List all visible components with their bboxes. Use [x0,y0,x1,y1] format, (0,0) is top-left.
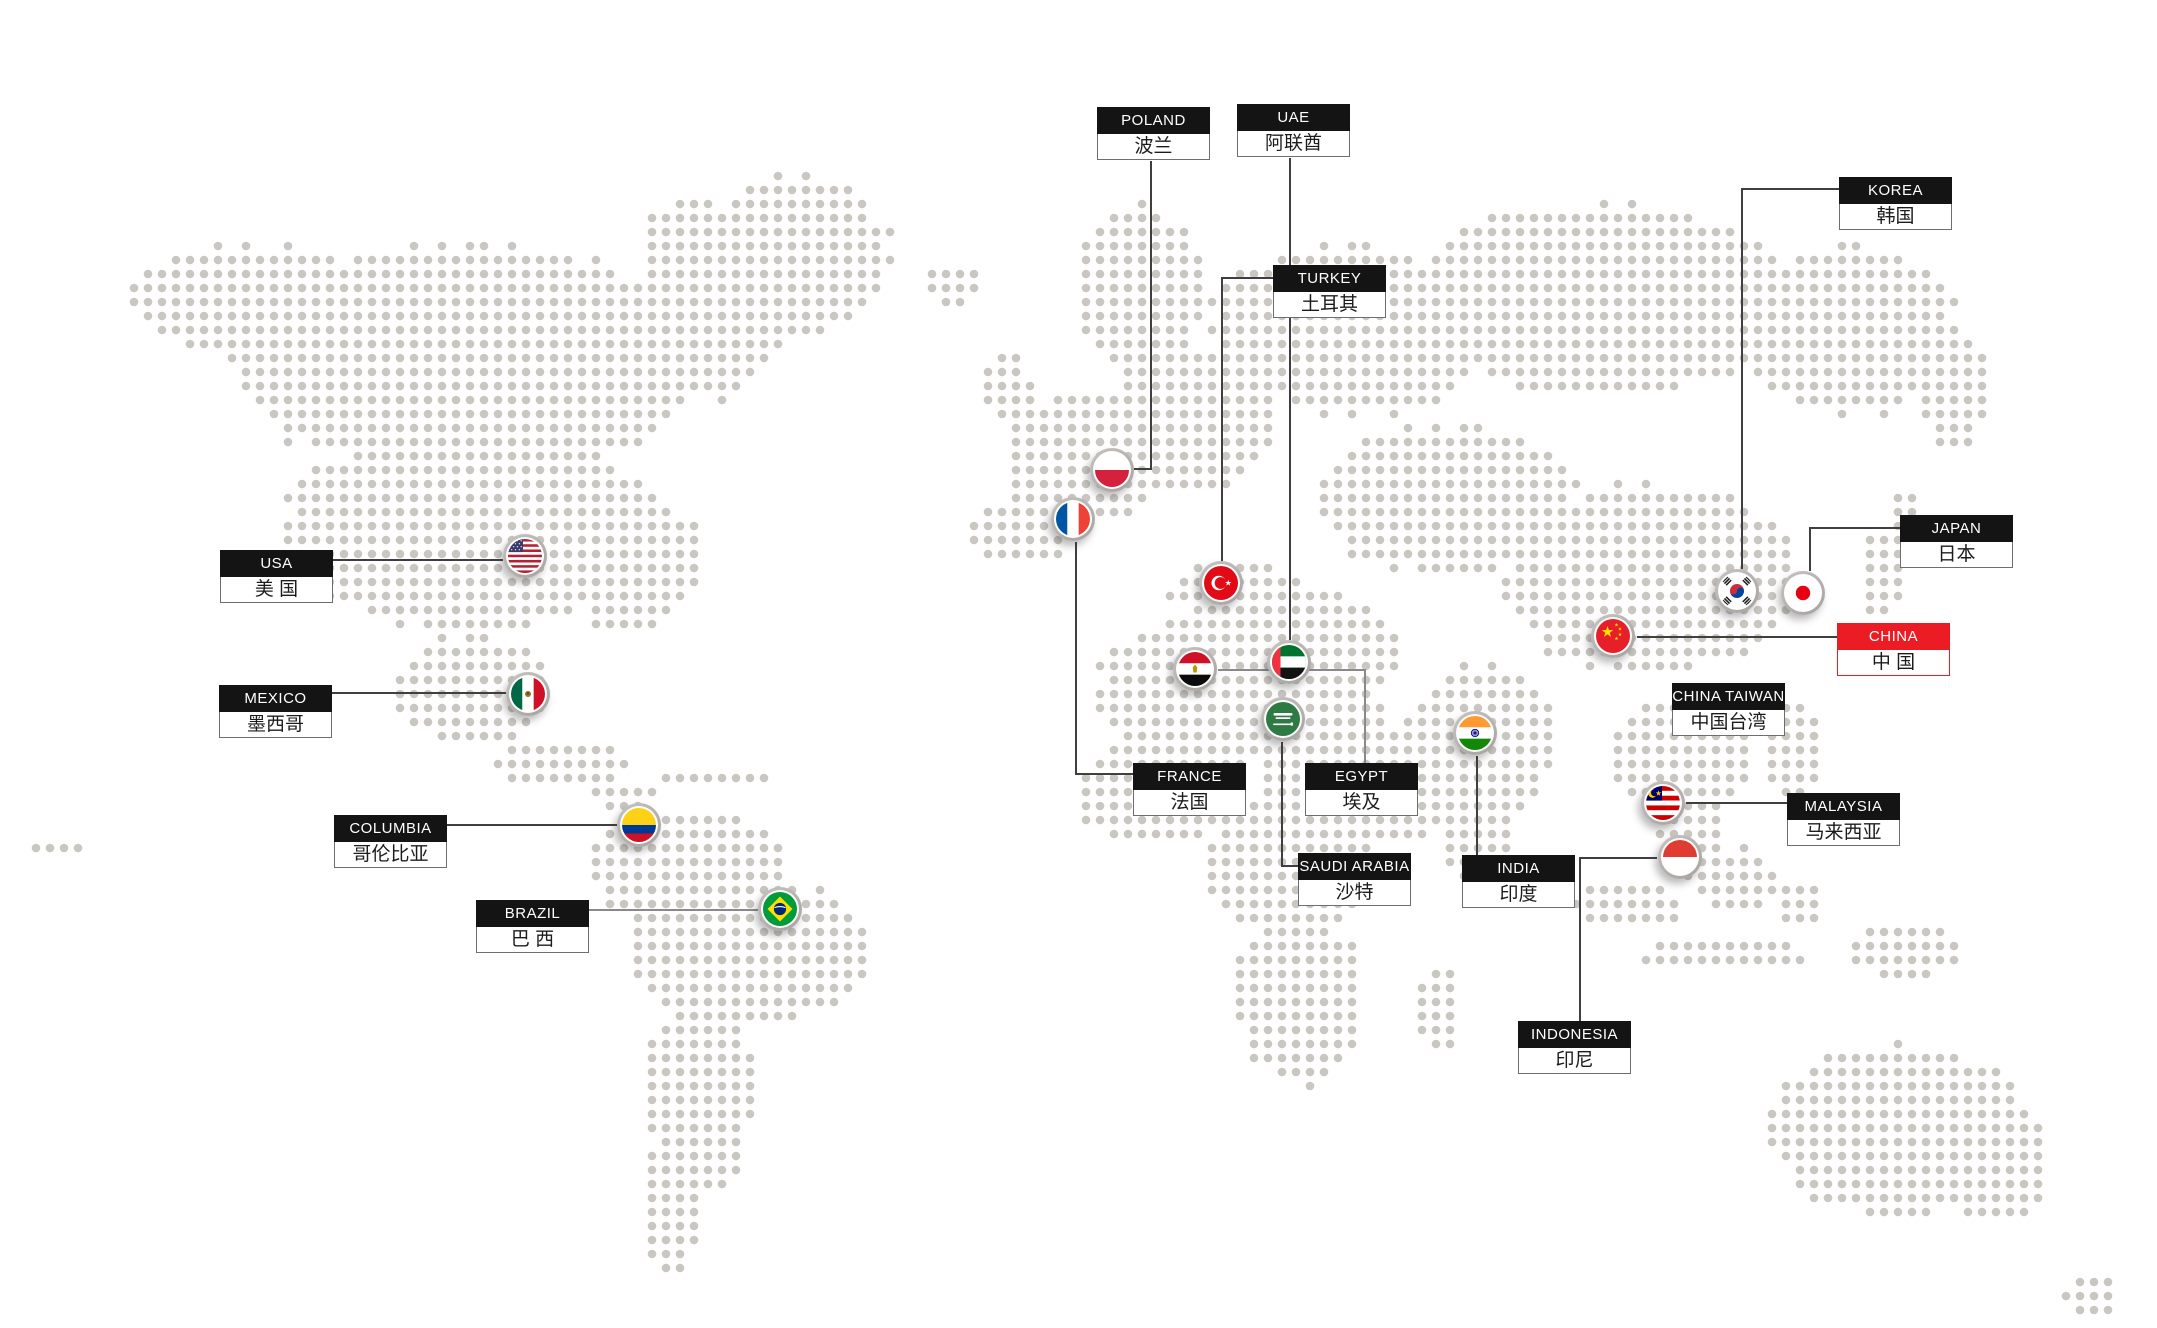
country-label-turkey: TURKEY 土耳其 [1273,265,1386,318]
flag-pin-mexico [506,672,550,716]
turkey-flag-icon [1202,564,1240,602]
flag-pin-japan [1781,571,1825,615]
country-name-en: UAE [1237,104,1350,131]
uae-flag-icon [1270,643,1308,681]
country-label-mexico: MEXICO 墨西哥 [219,685,332,738]
flag-pin-indonesia [1658,835,1702,879]
country-label-japan: JAPAN 日本 [1900,515,2013,568]
country-label-china: CHINA 中 国 [1837,623,1950,676]
brazil-flag-icon [761,890,799,928]
flag-pin-columbia [617,803,661,847]
country-name-zh: 巴 西 [476,927,589,953]
flag-pin-brazil [758,887,802,931]
country-name-en: MEXICO [219,685,332,712]
country-name-zh: 韩国 [1839,204,1952,230]
connector-lines [330,158,1900,1021]
flag-pin-saudi_arabia [1261,697,1305,741]
connector-saudi_arabia [1281,742,1298,867]
colombia-flag-icon [620,806,658,844]
country-name-en: TURKEY [1273,265,1386,292]
china-flag-icon [1594,617,1632,655]
flag-pin-malaysia [1641,781,1685,825]
country-name-en: INDONESIA [1518,1021,1631,1048]
country-label-france: FRANCE 法国 [1133,763,1246,816]
country-name-en: SAUDI ARABIA [1298,853,1411,880]
country-name-en: CHINA [1837,623,1950,650]
country-name-zh: 印尼 [1518,1048,1631,1074]
country-name-zh: 印度 [1462,882,1575,908]
india-flag-icon [1456,714,1494,752]
country-name-en: BRAZIL [476,900,589,927]
connector-korea [1741,188,1839,569]
france-flag-icon [1054,500,1092,538]
country-label-malaysia: MALAYSIA 马来西亚 [1787,793,1900,846]
flag-pin-egypt [1173,647,1217,691]
connector-egypt [1218,669,1366,763]
country-name-en: MALAYSIA [1787,793,1900,820]
poland-flag-icon [1093,451,1131,489]
flag-pin-usa [503,534,547,578]
map-dots [31,171,2113,1315]
country-name-en: POLAND [1097,107,1210,134]
country-label-egypt: EGYPT 埃及 [1305,763,1418,816]
country-name-zh: 中 国 [1837,650,1950,676]
country-label-usa: USA 美 国 [220,550,333,603]
flag-pin-turkey [1199,561,1243,605]
flag-pin-france [1051,497,1095,541]
country-name-zh: 沙特 [1298,880,1411,906]
country-name-zh: 阿联酋 [1237,131,1350,157]
country-name-en: EGYPT [1305,763,1418,790]
country-name-zh: 波兰 [1097,134,1210,160]
country-name-zh: 美 国 [220,577,333,603]
country-label-brazil: BRAZIL 巴 西 [476,900,589,953]
country-name-en: INDIA [1462,855,1575,882]
flag-pin-china [1591,614,1635,658]
country-name-zh: 日本 [1900,542,2013,568]
japan-flag-icon [1784,574,1822,612]
country-name-zh: 中国台湾 [1672,710,1785,736]
flag-pin-korea [1715,569,1759,613]
country-name-zh: 哥伦比亚 [334,842,447,868]
connector-indonesia [1579,857,1657,1021]
country-name-zh: 墨西哥 [219,712,332,738]
mexico-flag-icon [509,675,547,713]
country-name-en: COLUMBIA [334,815,447,842]
country-name-zh: 埃及 [1305,790,1418,816]
flag-pin-uae [1267,640,1311,684]
connector-japan [1809,527,1900,571]
usa-flag-icon [506,537,544,575]
country-name-zh: 马来西亚 [1787,820,1900,846]
country-name-en: JAPAN [1900,515,2013,542]
country-label-india: INDIA 印度 [1462,855,1575,908]
korea-flag-icon [1718,572,1756,610]
saudi-flag-icon [1264,700,1302,738]
malaysia-flag-icon [1644,784,1682,822]
country-label-uae: UAE 阿联酋 [1237,104,1350,157]
connector-france [1075,542,1133,775]
country-label-korea: KOREA 韩国 [1839,177,1952,230]
country-name-en: USA [220,550,333,577]
country-label-saudi_arabia: SAUDI ARABIA 沙特 [1298,853,1411,906]
connector-poland [1134,161,1152,470]
egypt-flag-icon [1176,650,1214,688]
country-name-en: CHINA TAIWAN [1672,683,1785,710]
country-name-zh: 法国 [1133,790,1246,816]
country-name-en: FRANCE [1133,763,1246,790]
country-label-poland: POLAND 波兰 [1097,107,1210,160]
country-label-columbia: COLUMBIA 哥伦比亚 [334,815,447,868]
connector-turkey [1221,277,1273,561]
country-name-zh: 土耳其 [1273,292,1386,318]
country-name-en: KOREA [1839,177,1952,204]
indonesia-flag-icon [1661,838,1699,876]
flag-pin-india [1453,711,1497,755]
country-label-indonesia: INDONESIA 印尼 [1518,1021,1631,1074]
country-label-china_taiwan: CHINA TAIWAN 中国台湾 [1672,683,1785,736]
flag-pin-poland [1090,448,1134,492]
